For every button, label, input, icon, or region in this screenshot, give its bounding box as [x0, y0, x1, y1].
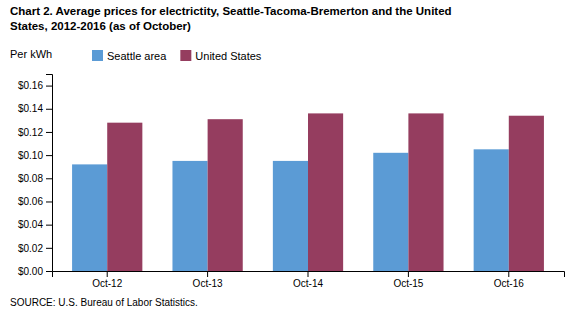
x-axis: Oct-12 Oct-13 Oct-14 Oct-15 Oct-16 — [53, 271, 565, 289]
y-axis-label: Per kWh — [10, 48, 52, 60]
legend-item: Seattle area — [92, 50, 167, 62]
y-tick-mark — [46, 155, 52, 156]
x-tick: Oct-12 — [92, 271, 122, 289]
y-axis: $0.00 $0.02 $0.04 $0.06 $0.08 $0.10 $0.12 $0.14… — [18, 75, 53, 277]
y-tick-mark — [46, 109, 52, 110]
y-tick-mark — [46, 248, 52, 249]
y-tick-label: $0.14 — [18, 103, 43, 114]
legend-label: United States — [195, 50, 262, 62]
y-tick-mark — [46, 201, 52, 202]
x-tick: Oct-13 — [193, 271, 223, 289]
y-axis-line — [46, 75, 53, 272]
y-tick: $0.16 — [18, 80, 52, 91]
y-tick-label: $0.12 — [18, 127, 43, 138]
bar — [474, 149, 509, 271]
bar — [107, 123, 142, 271]
bar — [273, 161, 308, 271]
y-tick: $0.02 — [18, 243, 52, 254]
legend-item: United States — [180, 50, 262, 62]
x-tick-label: Oct-15 — [393, 278, 423, 289]
subtitle: States, 2012-2016 (as of October) — [10, 20, 191, 32]
chart: Chart 2. Average prices for electrictity… — [0, 0, 579, 311]
x-tick-mark — [508, 271, 509, 277]
bar — [208, 119, 243, 271]
y-tick-mark — [46, 132, 52, 133]
y-tick-label: $0.06 — [18, 196, 43, 207]
bar — [172, 161, 207, 271]
y-tick-label: $0.08 — [18, 173, 43, 184]
x-tick-label: Oct-13 — [193, 278, 223, 289]
bar — [509, 116, 544, 271]
legend-label: Seattle area — [107, 50, 167, 62]
y-tick: $0.14 — [18, 103, 52, 114]
x-tick-label: Oct-16 — [494, 278, 524, 289]
y-tick-label: $0.00 — [18, 266, 43, 277]
bar — [72, 164, 107, 271]
x-tick: Oct-16 — [494, 271, 524, 289]
title: Chart 2. Average prices for electrictity… — [10, 5, 452, 17]
y-tick: $0.06 — [18, 196, 52, 207]
x-tick: Oct-14 — [293, 271, 323, 289]
plot: $0.00 $0.02 $0.04 $0.06 $0.08 $0.10 $0.12 $0.14… — [18, 75, 565, 290]
y-tick-mark — [46, 86, 52, 87]
y-tick-label: $0.16 — [18, 80, 43, 91]
x-tick-mark — [107, 271, 108, 277]
y-tick-label: $0.02 — [18, 243, 43, 254]
y-tick: $0.08 — [18, 173, 52, 184]
series — [107, 113, 544, 271]
y-tick-mark — [46, 271, 52, 272]
legend-swatch — [92, 50, 103, 61]
x-tick-label: Oct-14 — [293, 278, 323, 289]
y-tick: $0.10 — [18, 150, 52, 161]
y-tick-label: $0.04 — [18, 219, 43, 230]
y-tick: $0.00 — [18, 266, 52, 277]
y-tick-mark — [46, 225, 52, 226]
y-tick-label: $0.10 — [18, 150, 43, 161]
bar — [408, 113, 443, 271]
bar — [373, 153, 408, 271]
legend-swatch — [180, 50, 191, 61]
y-tick-mark — [46, 178, 52, 179]
source: SOURCE: U.S. Bureau of Labor Statistics. — [10, 297, 198, 308]
x-tick-mark — [207, 271, 208, 277]
y-tick: $0.12 — [18, 127, 52, 138]
bars — [72, 113, 544, 271]
x-tick-mark — [408, 271, 409, 277]
x-tick-mark — [308, 271, 309, 277]
bar — [308, 113, 343, 271]
x-axis-line — [53, 272, 565, 278]
x-tick-label: Oct-12 — [92, 278, 122, 289]
x-tick: Oct-15 — [393, 271, 423, 289]
legend: Seattle area United States — [92, 50, 262, 62]
y-tick: $0.04 — [18, 219, 52, 230]
